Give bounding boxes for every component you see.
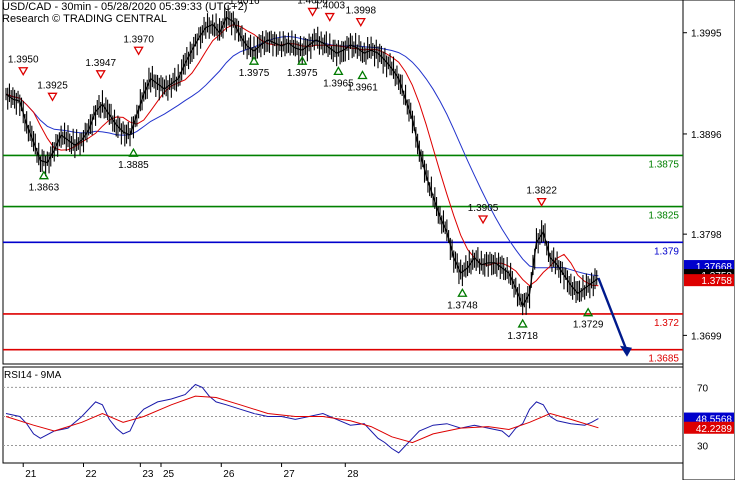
chart-source: Research © TRADING CENTRAL <box>2 13 167 25</box>
x-tick-label: 23 <box>142 469 154 480</box>
level-label: 1.372 <box>654 318 679 329</box>
rsi-tag-box <box>684 412 734 425</box>
level-label: 1.3685 <box>648 354 679 365</box>
x-tick-label: 22 <box>86 469 98 480</box>
swing-low-label: 1.3718 <box>507 331 538 342</box>
close-price-line <box>5 16 599 308</box>
swing-low-marker <box>517 318 528 328</box>
swing-high-marker <box>95 70 106 80</box>
price-tick-label: 1.3798 <box>691 230 722 241</box>
forecast-arrow-head <box>620 345 632 357</box>
swing-high-label: 1.3970 <box>123 34 154 45</box>
swing-high-label: 1.3822 <box>526 186 557 197</box>
level-label: 1.3825 <box>648 211 679 222</box>
rsi-tag-label: 48.5568 <box>696 415 733 426</box>
top-cut-label: 1.4016 <box>229 0 260 7</box>
swing-low-label: 1.3961 <box>347 82 378 93</box>
rsi-tag-label: 42.2289 <box>696 424 733 435</box>
price-tick-label: 1.3896 <box>691 130 722 141</box>
swing-high-marker <box>324 12 335 22</box>
swing-low-label: 1.3863 <box>29 183 60 194</box>
rsi-tick-label: 30 <box>697 442 709 453</box>
swing-high-label: 1.4008 <box>297 0 328 6</box>
swing-high-marker <box>133 46 144 56</box>
x-tick-label: 27 <box>284 469 296 480</box>
swing-high-label: 1.3947 <box>85 58 116 69</box>
swing-high-label: 1.3925 <box>37 80 68 91</box>
swing-high-marker <box>307 7 318 17</box>
rsi-ma-line <box>5 395 599 444</box>
swing-high-label: 1.3905 <box>468 203 499 214</box>
price-tag-label: 1.3758 <box>701 276 732 287</box>
rsi-line <box>5 383 599 454</box>
rsi-tag-box <box>684 421 734 434</box>
swing-low-label: 1.3748 <box>447 300 478 311</box>
swing-low-marker <box>248 55 260 65</box>
x-tick-label: 21 <box>25 469 37 480</box>
level-label: 1.379 <box>654 246 679 257</box>
swing-high-marker <box>477 215 489 225</box>
main-plot-frame <box>2 0 684 365</box>
price-tick-label: 1.3995 <box>691 29 722 40</box>
rsi-tick-label: 70 <box>697 383 709 394</box>
swing-low-marker <box>457 287 468 297</box>
swing-low-marker <box>297 55 308 65</box>
slow-moving-average <box>5 35 599 277</box>
rsi-label: RSI14 - 9MA <box>4 370 62 381</box>
price-axis-panel <box>682 0 735 480</box>
swing-low-marker <box>357 70 368 80</box>
chart-title: USD/CAD - 30min - 05/28/2020 05:39:33 (U… <box>2 1 248 13</box>
swing-high-marker <box>355 18 366 27</box>
level-label: 1.3875 <box>648 159 679 170</box>
swing-high-label: 1.3998 <box>345 6 376 17</box>
swing-low-marker <box>582 307 594 317</box>
swing-low-marker <box>333 66 344 76</box>
swing-low-label: 1.3975 <box>239 68 270 79</box>
swing-low-label: 1.3729 <box>573 320 604 331</box>
swing-low-label: 1.3975 <box>287 68 318 79</box>
price-tick-label: 1.3699 <box>691 331 722 342</box>
swing-high-marker <box>47 92 58 102</box>
forecast-arrow-shaft <box>597 277 628 350</box>
swing-high-label: 1.4003 <box>314 1 345 12</box>
swing-high-label: 1.3950 <box>8 55 39 66</box>
price-tag-box <box>684 274 734 287</box>
swing-low-marker <box>128 147 139 157</box>
x-tick-label: 28 <box>347 469 359 480</box>
swing-high-marker <box>18 67 29 77</box>
swing-low-label: 1.3965 <box>323 78 354 89</box>
price-tag-label: 1.37668 <box>696 262 733 273</box>
swing-low-marker <box>38 170 50 180</box>
x-tick-label: 25 <box>163 469 175 480</box>
swing-high-marker <box>536 197 547 207</box>
swing-low-label: 1.3885 <box>118 160 149 171</box>
x-tick-label: 26 <box>223 469 235 480</box>
